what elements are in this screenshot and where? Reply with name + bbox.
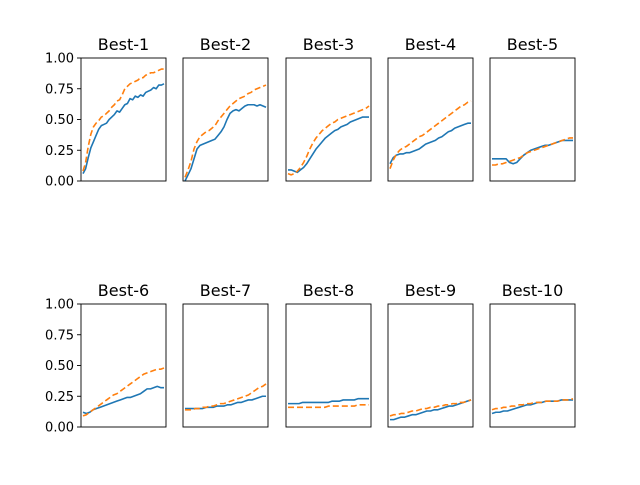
- y-tick-label: 0.50: [45, 359, 74, 374]
- panel-8: Best-8: [285, 281, 372, 428]
- panel-2-series-1-line: [184, 103, 267, 182]
- panel-7-series-2-line: [185, 383, 267, 411]
- panel-title: Best-7: [200, 281, 251, 300]
- panel-title: Best-5: [507, 35, 558, 54]
- panel-6-series-1-line: [82, 385, 164, 415]
- y-tick-label: 1.00: [45, 52, 74, 67]
- y-tick-label: 0.75: [45, 82, 74, 97]
- panel-5: Best-5: [489, 35, 576, 182]
- y-tick-label: 0.25: [45, 390, 74, 405]
- panel-2-series-2-line: [184, 84, 267, 178]
- panel-title: Best-6: [98, 281, 149, 300]
- panel-title: Best-1: [98, 35, 149, 54]
- y-tick-label: 0.75: [45, 328, 74, 343]
- panel-3: Best-3: [285, 35, 372, 182]
- panel-6-series-2-line: [82, 367, 165, 417]
- y-tick-label: 0.25: [45, 144, 74, 159]
- panel-8-series-2-line: [288, 404, 369, 409]
- panel-8-series-1-line: [288, 397, 369, 405]
- panel-6: Best-6 0.00 0.25 0.50 0.75 1.00: [45, 281, 167, 436]
- panel-5-series-1-line: [492, 139, 573, 165]
- panel-title: Best-2: [200, 35, 251, 54]
- y-tick-label: 0.00: [45, 175, 74, 190]
- panel-5-series-2-line: [492, 137, 573, 166]
- panel-10-series-2-line: [491, 397, 574, 411]
- panel-7: Best-7: [182, 281, 269, 428]
- panel-1: Best-1 0.00 0.25 0.50 0.75 1.00: [45, 35, 167, 190]
- panel-9-series-1-line: [390, 399, 472, 421]
- panel-1-series-2-line: [82, 68, 164, 172]
- panel-4-frame: [387, 57, 474, 182]
- panel-title: Best-9: [405, 281, 456, 300]
- y-tick-label: 1.00: [45, 298, 74, 313]
- y-tick-label: 0.00: [45, 421, 74, 436]
- panel-title: Best-3: [303, 35, 354, 54]
- panel-4: Best-4: [387, 35, 474, 182]
- panel-1-frame: [80, 57, 167, 182]
- panel-2: Best-2: [182, 35, 269, 182]
- panel-3-series-2-line: [287, 105, 370, 176]
- panel-2-frame: [182, 57, 269, 182]
- panel-10-frame: [489, 303, 576, 428]
- panel-7-frame: [182, 303, 269, 428]
- panel-title: Best-8: [303, 281, 354, 300]
- panel-9: Best-9: [387, 281, 474, 428]
- panel-1-series-1-line: [82, 83, 165, 174]
- panel-3-series-1-line: [288, 116, 369, 174]
- panel-5-frame: [489, 57, 576, 182]
- panel-9-frame: [387, 303, 474, 428]
- panel-title: Best-10: [502, 281, 564, 300]
- y-tick-label: 0.50: [45, 113, 74, 128]
- panel-10: Best-10: [489, 281, 576, 428]
- panel-8-frame: [285, 303, 372, 428]
- panel-4-series-2-line: [389, 100, 472, 169]
- panel-9-series-2-line: [389, 399, 472, 417]
- panel-title: Best-4: [405, 35, 456, 54]
- panel-4-series-1-line: [389, 122, 471, 165]
- panel-3-frame: [285, 57, 372, 182]
